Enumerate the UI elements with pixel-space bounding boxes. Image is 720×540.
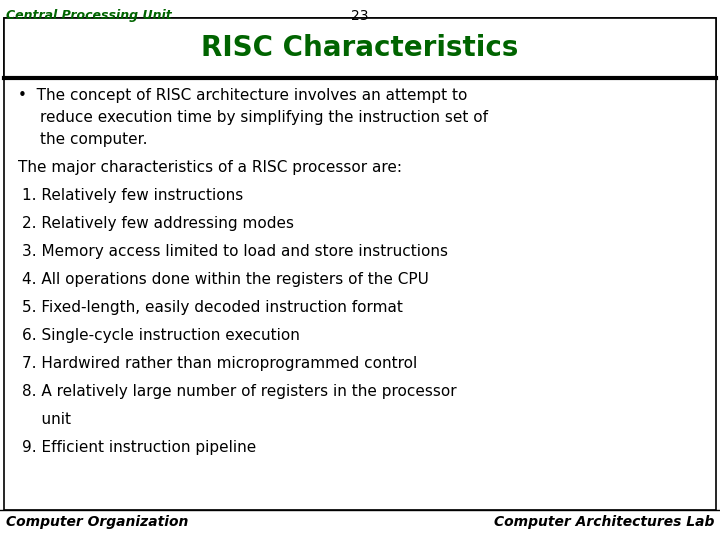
Text: 6. Single-cycle instruction execution: 6. Single-cycle instruction execution <box>22 328 300 343</box>
Text: 9. Efficient instruction pipeline: 9. Efficient instruction pipeline <box>22 440 256 455</box>
Text: 7. Hardwired rather than microprogrammed control: 7. Hardwired rather than microprogrammed… <box>22 356 418 371</box>
Text: 1. Relatively few instructions: 1. Relatively few instructions <box>22 188 243 203</box>
Text: •  The concept of RISC architecture involves an attempt to: • The concept of RISC architecture invol… <box>18 88 467 103</box>
Text: Central Processing Unit: Central Processing Unit <box>6 9 172 22</box>
Text: 3. Memory access limited to load and store instructions: 3. Memory access limited to load and sto… <box>22 244 448 259</box>
Text: 8. A relatively large number of registers in the processor: 8. A relatively large number of register… <box>22 384 456 399</box>
Text: reduce execution time by simplifying the instruction set of: reduce execution time by simplifying the… <box>40 110 488 125</box>
Text: The major characteristics of a RISC processor are:: The major characteristics of a RISC proc… <box>18 160 402 175</box>
Text: 23: 23 <box>351 9 369 23</box>
Text: 4. All operations done within the registers of the CPU: 4. All operations done within the regist… <box>22 272 429 287</box>
Text: 5. Fixed-length, easily decoded instruction format: 5. Fixed-length, easily decoded instruct… <box>22 300 403 315</box>
Text: Computer Organization: Computer Organization <box>6 515 189 529</box>
Text: Computer Architectures Lab: Computer Architectures Lab <box>494 515 714 529</box>
Text: RISC Characteristics: RISC Characteristics <box>202 34 518 62</box>
Text: the computer.: the computer. <box>40 132 148 147</box>
Text: 2. Relatively few addressing modes: 2. Relatively few addressing modes <box>22 216 294 231</box>
Text: unit: unit <box>22 412 71 427</box>
Bar <box>4 18 716 78</box>
